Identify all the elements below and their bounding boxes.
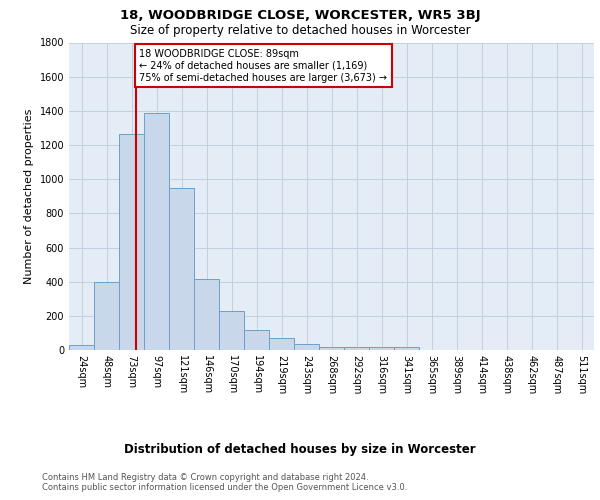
Bar: [294, 344, 319, 350]
Bar: [144, 112, 169, 350]
Text: Distribution of detached houses by size in Worcester: Distribution of detached houses by size …: [124, 442, 476, 456]
Bar: [194, 279, 219, 350]
Bar: [369, 347, 394, 350]
Bar: [394, 348, 419, 350]
Bar: [169, 188, 194, 350]
Text: 18, WOODBRIDGE CLOSE, WORCESTER, WR5 3BJ: 18, WOODBRIDGE CLOSE, WORCESTER, WR5 3BJ: [119, 9, 481, 22]
Bar: [69, 345, 94, 350]
Bar: [269, 338, 294, 350]
Bar: [344, 348, 369, 350]
Bar: [94, 282, 119, 350]
Text: 18 WOODBRIDGE CLOSE: 89sqm
← 24% of detached houses are smaller (1,169)
75% of s: 18 WOODBRIDGE CLOSE: 89sqm ← 24% of deta…: [139, 50, 388, 82]
Y-axis label: Number of detached properties: Number of detached properties: [24, 108, 34, 284]
Text: Size of property relative to detached houses in Worcester: Size of property relative to detached ho…: [130, 24, 470, 37]
Bar: [244, 330, 269, 350]
Bar: [119, 134, 144, 350]
Bar: [319, 347, 344, 350]
Text: Contains public sector information licensed under the Open Government Licence v3: Contains public sector information licen…: [42, 482, 407, 492]
Text: Contains HM Land Registry data © Crown copyright and database right 2024.: Contains HM Land Registry data © Crown c…: [42, 472, 368, 482]
Bar: [219, 310, 244, 350]
